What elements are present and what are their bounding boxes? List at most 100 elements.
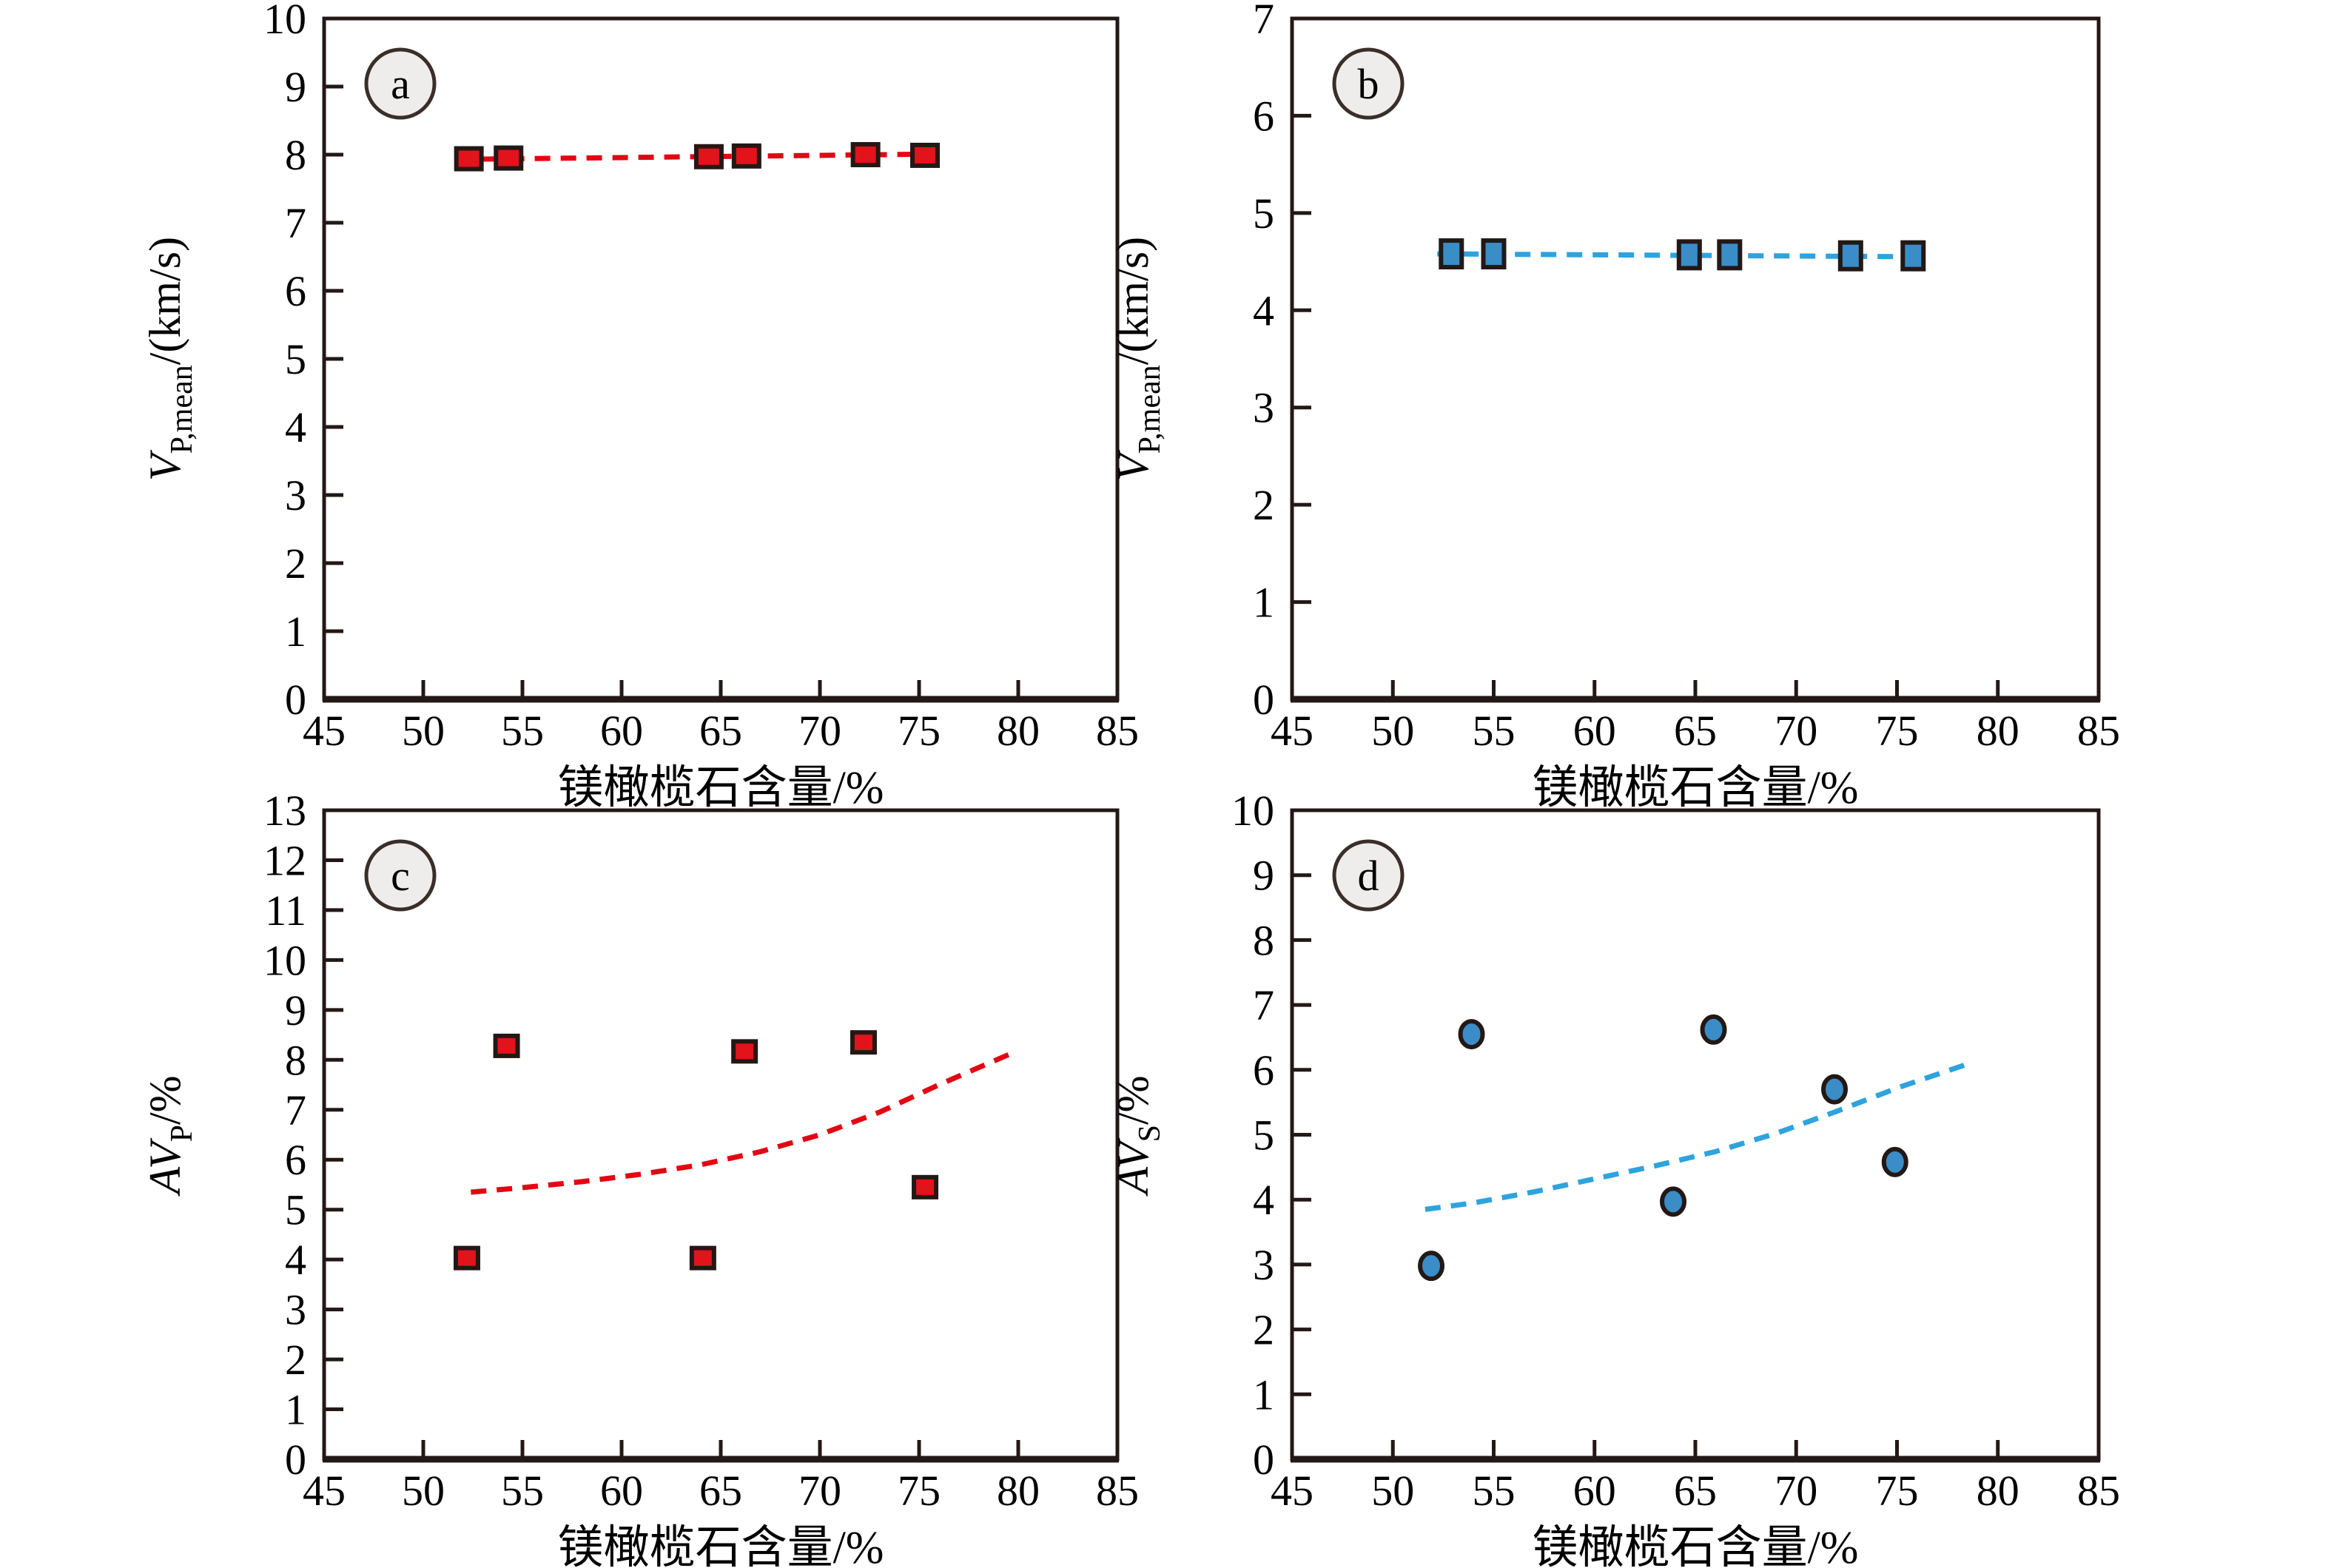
- chart-panel-d: 45 50 55 60 65 70 75 80 85012345678910镁橄榄石含量/%AV…: [1109, 787, 2120, 1568]
- x-axis-title: 镁橄榄石含量/%: [1533, 763, 1859, 813]
- panel-badge: [1332, 47, 1405, 120]
- y-tick-label: 7: [285, 199, 306, 247]
- y-tick-label: 0: [1253, 676, 1274, 724]
- x-tick-label: 55: [501, 1467, 544, 1515]
- x-tick-label: 80: [1977, 707, 2019, 755]
- data-point: [1700, 1014, 1727, 1045]
- y-tick-label: 4: [1253, 1176, 1274, 1224]
- data-point: [1821, 1074, 1849, 1105]
- x-tick-label: 75: [1876, 1467, 1919, 1515]
- y-axis-title: AVS/%: [1109, 1075, 1167, 1197]
- y-tick-label: 1: [285, 608, 306, 656]
- chart-panel-c: 45 50 55 60 65 70 75 80 85012345678910111213镁橄榄石…: [141, 787, 1139, 1568]
- x-tick-label: 60: [600, 707, 643, 755]
- panel-badge-label: a: [391, 60, 410, 108]
- y-tick-label: 10: [1231, 787, 1274, 835]
- trend-line: [470, 1051, 1012, 1195]
- data-point: [1481, 238, 1507, 270]
- panel-badge-label: d: [1358, 852, 1379, 900]
- panel-badge: [1332, 839, 1405, 912]
- x-tick-label: 70: [798, 1467, 841, 1515]
- data-point: [494, 145, 524, 171]
- x-tick-label: 85: [2077, 1467, 2120, 1515]
- panel-badge-label: b: [1358, 60, 1379, 108]
- y-tick-label: 6: [1253, 1046, 1274, 1094]
- x-tick-label: 45: [303, 707, 346, 755]
- x-tick-label: 65: [1674, 707, 1717, 755]
- x-tick-label: 60: [600, 1467, 643, 1515]
- data-point: [1837, 240, 1863, 272]
- y-tick-label: 2: [285, 539, 306, 588]
- y-tick-label: 5: [1253, 1111, 1274, 1160]
- data-point: [1458, 1019, 1485, 1050]
- y-tick-label: 9: [1253, 852, 1274, 900]
- y-axis-title: VP,mean/(km/s): [141, 237, 199, 481]
- panel-badge: [364, 47, 437, 120]
- data-point: [1676, 239, 1702, 271]
- x-tick-label: 50: [402, 707, 445, 755]
- y-tick-label: 13: [263, 787, 306, 835]
- y-tick-label: 4: [285, 403, 306, 451]
- x-tick-label: 70: [1775, 707, 1817, 755]
- x-tick-label: 50: [1371, 707, 1414, 755]
- x-axis-title: 镁橄榄石含量/%: [558, 1523, 884, 1568]
- x-tick-label: 55: [501, 707, 544, 755]
- y-tick-label: 1: [285, 1386, 306, 1434]
- data-point: [1418, 1251, 1445, 1282]
- y-tick-label: 10: [263, 0, 306, 43]
- y-tick-label: 0: [285, 1436, 306, 1484]
- y-tick-label: 8: [285, 131, 306, 179]
- y-tick-label: 11: [265, 886, 306, 935]
- x-axis-title: 镁橄榄石含量/%: [558, 763, 884, 813]
- x-tick-label: 70: [1775, 1467, 1817, 1515]
- y-tick-label: 8: [285, 1036, 306, 1084]
- chart-panel-b: 45 50 55 60 65 70 75 80 8501234567镁橄榄石含量/%VP,mea…: [1109, 0, 2120, 813]
- y-tick-label: 7: [1253, 0, 1274, 43]
- y-tick-label: 2: [1253, 481, 1274, 529]
- y-tick-label: 4: [285, 1236, 306, 1284]
- data-point: [910, 142, 941, 168]
- data-point: [1717, 239, 1743, 271]
- x-tick-label: 80: [997, 1467, 1040, 1515]
- panel-badge-label: c: [391, 852, 410, 900]
- x-tick-label: 60: [1573, 707, 1616, 755]
- data-point: [454, 146, 484, 172]
- data-point: [731, 143, 761, 169]
- plot-border: [322, 808, 1120, 1461]
- x-tick-label: 55: [1473, 1467, 1516, 1515]
- y-tick-label: 1: [1253, 1370, 1274, 1419]
- y-tick-label: 3: [285, 1286, 306, 1334]
- x-tick-label: 70: [798, 707, 841, 755]
- data-point: [912, 1174, 939, 1199]
- y-axis-title: AVP/%: [141, 1075, 199, 1197]
- y-tick-label: 8: [1253, 916, 1274, 964]
- data-point: [850, 142, 881, 167]
- x-tick-label: 45: [1271, 1467, 1314, 1515]
- x-tick-label: 80: [1977, 1467, 2019, 1515]
- data-point: [1881, 1146, 1908, 1177]
- x-tick-label: 55: [1473, 707, 1516, 755]
- x-tick-label: 75: [898, 707, 941, 755]
- plot-border: [322, 16, 1120, 701]
- y-axis-title: VP,mean/(km/s): [1109, 237, 1167, 481]
- data-point: [850, 1030, 877, 1055]
- plot-border: [1290, 16, 2101, 701]
- x-tick-label: 85: [1096, 1467, 1139, 1515]
- y-tick-label: 5: [285, 335, 306, 383]
- y-tick-label: 6: [285, 267, 306, 315]
- x-tick-label: 80: [997, 707, 1040, 755]
- data-point: [689, 1245, 716, 1271]
- x-tick-label: 45: [1271, 707, 1314, 755]
- x-tick-label: 85: [1096, 707, 1139, 755]
- y-tick-label: 2: [1253, 1306, 1274, 1354]
- x-tick-label: 60: [1573, 1467, 1616, 1515]
- panel-badge: [364, 839, 437, 912]
- y-tick-label: 7: [285, 1086, 306, 1134]
- data-point: [1660, 1186, 1687, 1217]
- y-tick-label: 3: [1253, 384, 1274, 432]
- data-point: [453, 1245, 480, 1271]
- trend-line: [1424, 1062, 1967, 1212]
- data-point: [1439, 238, 1464, 270]
- y-tick-label: 9: [285, 63, 306, 111]
